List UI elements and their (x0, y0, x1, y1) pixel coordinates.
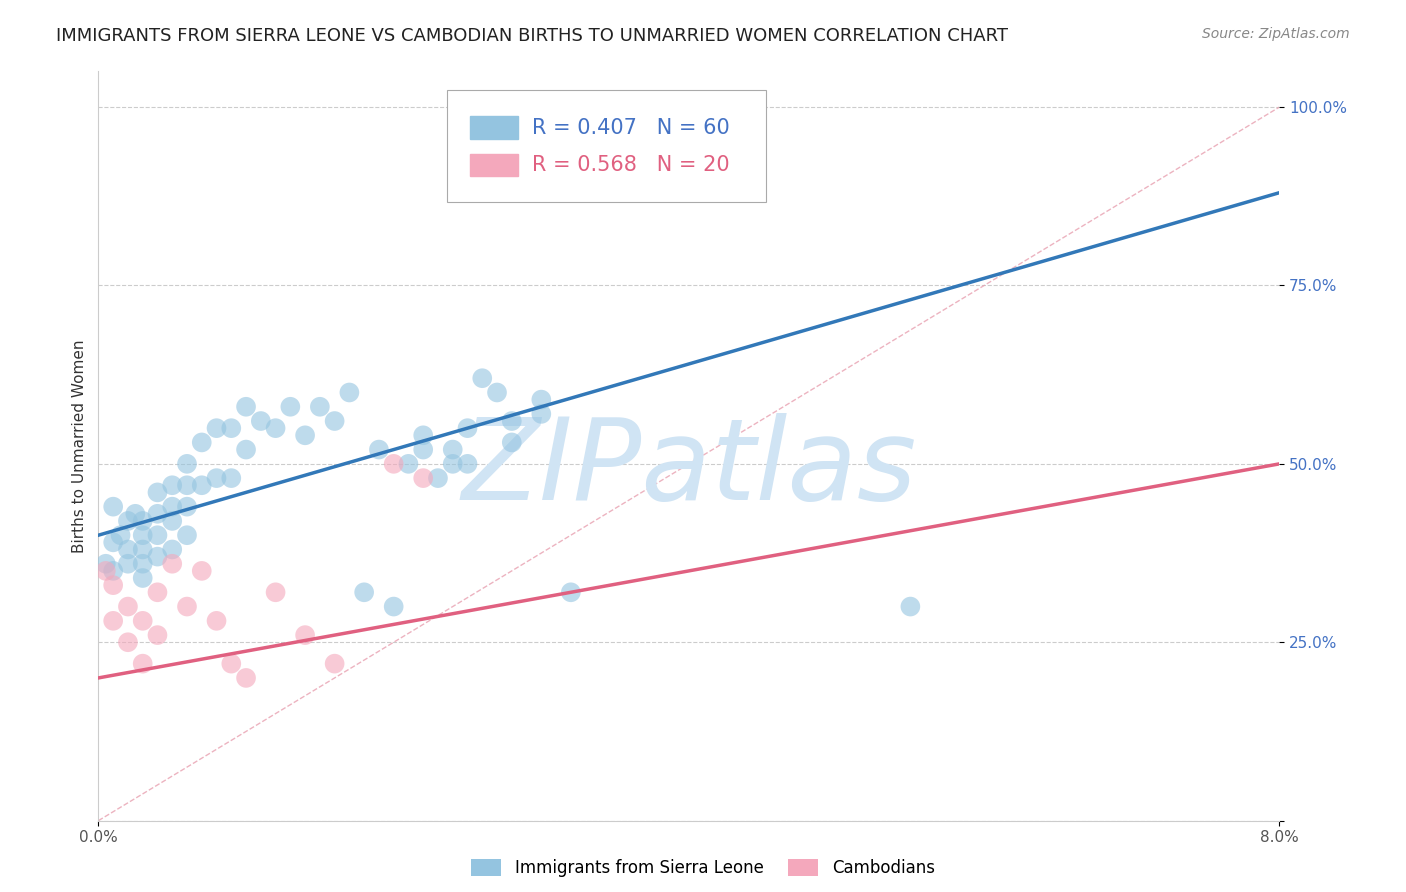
Point (124, 507, 146, 521)
Text: Source: ZipAtlas.com: Source: ZipAtlas.com (1202, 27, 1350, 41)
Point (294, 628, 316, 642)
Point (353, 585, 375, 599)
Text: R = 0.568   N = 20: R = 0.568 N = 20 (531, 155, 730, 175)
Point (103, 535, 125, 549)
Point (221, 657, 243, 671)
Point (191, 564, 214, 578)
Text: R = 0.407   N = 60: R = 0.407 N = 60 (531, 118, 730, 137)
Point (412, 428, 434, 442)
Point (368, 442, 391, 457)
Point (132, 557, 155, 571)
Point (560, 585, 582, 599)
Point (900, 599, 922, 614)
Point (471, 371, 494, 385)
Point (501, 414, 523, 428)
Point (382, 599, 405, 614)
Point (501, 435, 523, 450)
Point (110, 528, 132, 542)
Text: IMMIGRANTS FROM SIERRA LEONE VS CAMBODIAN BIRTHS TO UNMARRIED WOMEN CORRELATION : IMMIGRANTS FROM SIERRA LEONE VS CAMBODIA… (56, 27, 1008, 45)
Point (176, 599, 198, 614)
Point (530, 392, 553, 407)
Point (103, 500, 125, 514)
Point (146, 507, 169, 521)
Point (412, 442, 434, 457)
Point (191, 478, 214, 492)
Point (323, 414, 346, 428)
Point (457, 457, 479, 471)
Point (264, 585, 287, 599)
Point (117, 557, 139, 571)
Point (294, 428, 316, 442)
Y-axis label: Births to Unmarried Women: Births to Unmarried Women (72, 339, 87, 553)
Point (94, 564, 117, 578)
Point (146, 585, 169, 599)
Point (235, 400, 257, 414)
Point (132, 657, 155, 671)
Point (339, 385, 361, 400)
Point (176, 478, 198, 492)
FancyBboxPatch shape (447, 90, 766, 202)
Point (264, 421, 287, 435)
Point (162, 514, 183, 528)
Point (176, 500, 198, 514)
Point (235, 442, 257, 457)
Point (235, 671, 257, 685)
Point (103, 578, 125, 592)
Point (221, 421, 243, 435)
Point (94, 557, 117, 571)
Point (457, 421, 479, 435)
Point (221, 471, 243, 485)
Point (176, 457, 198, 471)
Point (146, 528, 169, 542)
Point (132, 542, 155, 557)
Point (530, 407, 553, 421)
Legend: Immigrants from Sierra Leone, Cambodians: Immigrants from Sierra Leone, Cambodians (464, 852, 942, 884)
Point (323, 657, 346, 671)
Point (205, 614, 228, 628)
Point (132, 514, 155, 528)
Point (132, 614, 155, 628)
Bar (471, 116, 517, 139)
Point (162, 500, 183, 514)
Point (103, 614, 125, 628)
Bar (471, 153, 517, 177)
Point (441, 457, 464, 471)
Point (103, 564, 125, 578)
Point (146, 628, 169, 642)
Text: ZIPatlas: ZIPatlas (461, 413, 917, 524)
Point (205, 471, 228, 485)
Point (176, 528, 198, 542)
Point (162, 557, 183, 571)
Point (132, 571, 155, 585)
Point (117, 599, 139, 614)
Point (412, 471, 434, 485)
Point (427, 471, 450, 485)
Point (117, 542, 139, 557)
Point (398, 457, 420, 471)
Point (162, 542, 183, 557)
Point (117, 514, 139, 528)
Point (162, 478, 183, 492)
Point (132, 528, 155, 542)
Point (205, 421, 228, 435)
Point (146, 549, 169, 564)
Point (146, 485, 169, 500)
Point (117, 635, 139, 649)
Point (191, 435, 214, 450)
Point (486, 385, 509, 400)
Point (382, 457, 405, 471)
Point (250, 414, 273, 428)
Point (309, 400, 332, 414)
Point (280, 400, 302, 414)
Point (441, 442, 464, 457)
